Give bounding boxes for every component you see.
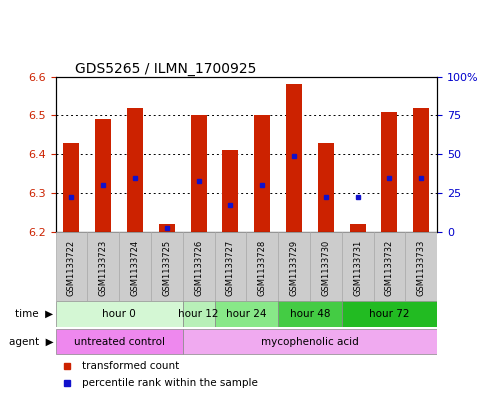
- Text: GSM1133725: GSM1133725: [162, 240, 171, 296]
- Bar: [151, 232, 183, 301]
- Bar: [56, 232, 87, 301]
- Text: mycophenolic acid: mycophenolic acid: [261, 336, 359, 347]
- Bar: [119, 232, 151, 301]
- Text: untreated control: untreated control: [73, 336, 165, 347]
- Bar: [95, 119, 111, 232]
- Text: GDS5265 / ILMN_1700925: GDS5265 / ILMN_1700925: [75, 62, 256, 75]
- Bar: [63, 143, 79, 232]
- Bar: [405, 232, 437, 301]
- Bar: [214, 232, 246, 301]
- Text: hour 0: hour 0: [102, 309, 136, 319]
- Bar: [278, 301, 342, 327]
- Bar: [191, 116, 207, 232]
- Text: GSM1133731: GSM1133731: [353, 240, 362, 296]
- Bar: [56, 301, 183, 327]
- Text: percentile rank within the sample: percentile rank within the sample: [82, 378, 258, 388]
- Bar: [246, 232, 278, 301]
- Text: hour 72: hour 72: [369, 309, 410, 319]
- Bar: [278, 232, 310, 301]
- Bar: [214, 301, 278, 327]
- Bar: [350, 224, 366, 232]
- Bar: [254, 116, 270, 232]
- Bar: [318, 143, 334, 232]
- Text: GSM1133730: GSM1133730: [321, 240, 330, 296]
- Bar: [286, 84, 302, 232]
- Text: GSM1133726: GSM1133726: [194, 240, 203, 296]
- Text: GSM1133733: GSM1133733: [417, 240, 426, 296]
- Bar: [127, 108, 143, 232]
- Bar: [183, 329, 437, 354]
- Bar: [223, 151, 239, 232]
- Text: GSM1133729: GSM1133729: [289, 240, 298, 296]
- Bar: [159, 224, 175, 232]
- Text: agent  ▶: agent ▶: [9, 336, 53, 347]
- Bar: [373, 232, 405, 301]
- Text: time  ▶: time ▶: [15, 309, 53, 319]
- Text: GSM1133732: GSM1133732: [385, 240, 394, 296]
- Bar: [183, 232, 214, 301]
- Bar: [413, 108, 429, 232]
- Text: GSM1133723: GSM1133723: [99, 240, 108, 296]
- Bar: [342, 301, 437, 327]
- Bar: [87, 232, 119, 301]
- Text: hour 12: hour 12: [178, 309, 219, 319]
- Text: GSM1133727: GSM1133727: [226, 240, 235, 296]
- Text: transformed count: transformed count: [82, 360, 180, 371]
- Bar: [382, 112, 398, 232]
- Text: hour 48: hour 48: [290, 309, 330, 319]
- Text: hour 24: hour 24: [226, 309, 267, 319]
- Text: GSM1133728: GSM1133728: [258, 240, 267, 296]
- Text: GSM1133722: GSM1133722: [67, 240, 76, 296]
- Bar: [183, 301, 214, 327]
- Bar: [342, 232, 373, 301]
- Text: GSM1133724: GSM1133724: [130, 240, 140, 296]
- Bar: [310, 232, 342, 301]
- Bar: [56, 329, 183, 354]
